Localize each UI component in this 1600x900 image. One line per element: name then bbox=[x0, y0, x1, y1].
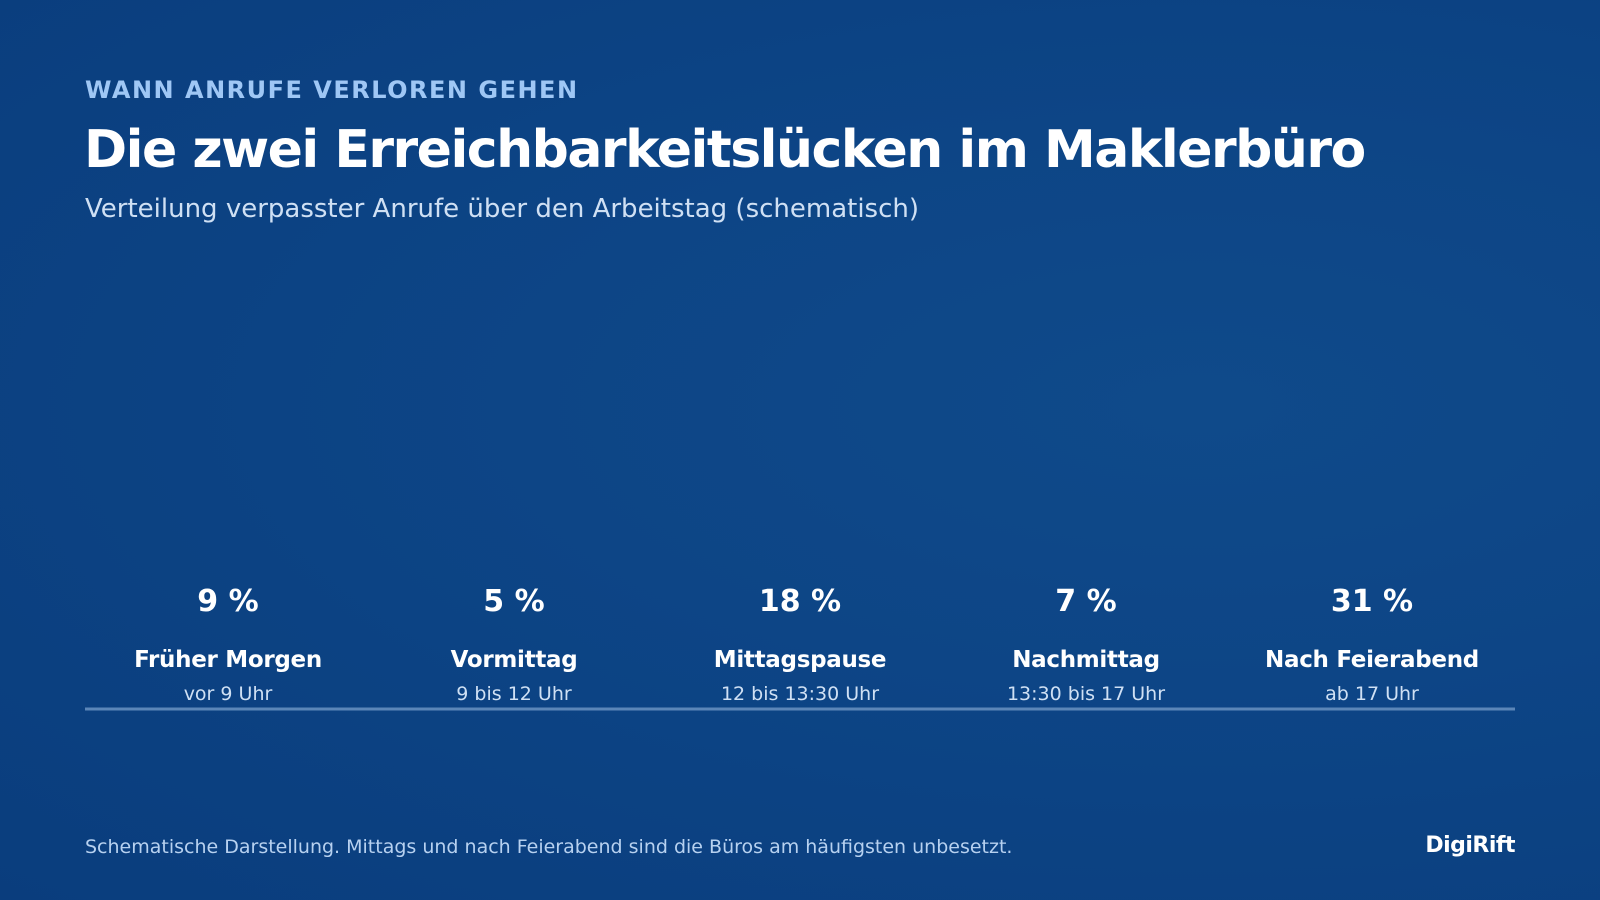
category-label: Mittagspause bbox=[714, 647, 886, 673]
category-sublabel: vor 9 Uhr bbox=[184, 683, 273, 705]
bar-value-label: 18 % bbox=[759, 584, 841, 619]
page-title: Die zwei Erreichbarkeitslücken im Makler… bbox=[84, 120, 1366, 180]
category-sublabel: ab 17 Uhr bbox=[1325, 683, 1419, 705]
bar-value-label: 31 % bbox=[1331, 584, 1413, 619]
category-sublabel: 13:30 bis 17 Uhr bbox=[1007, 683, 1165, 705]
bar-value-label: 5 % bbox=[483, 584, 544, 619]
brand-logo: DigiRift bbox=[1425, 833, 1515, 858]
eyebrow-label: WANN ANRUFE VERLOREN GEHEN bbox=[85, 76, 579, 104]
category-sublabel: 9 bis 12 Uhr bbox=[456, 683, 572, 705]
footnote: Schematische Darstellung. Mittags und na… bbox=[85, 836, 1013, 858]
bar-value-label: 7 % bbox=[1055, 584, 1116, 619]
category-label: Früher Morgen bbox=[134, 647, 322, 673]
page-subtitle: Verteilung verpasster Anrufe über den Ar… bbox=[85, 194, 920, 224]
category-label: Vormittag bbox=[451, 647, 578, 673]
category-label: Nachmittag bbox=[1012, 647, 1160, 673]
category-label: Nach Feierabend bbox=[1265, 647, 1479, 673]
bar-value-label: 9 % bbox=[197, 584, 258, 619]
category-sublabel: 12 bis 13:30 Uhr bbox=[721, 683, 879, 705]
